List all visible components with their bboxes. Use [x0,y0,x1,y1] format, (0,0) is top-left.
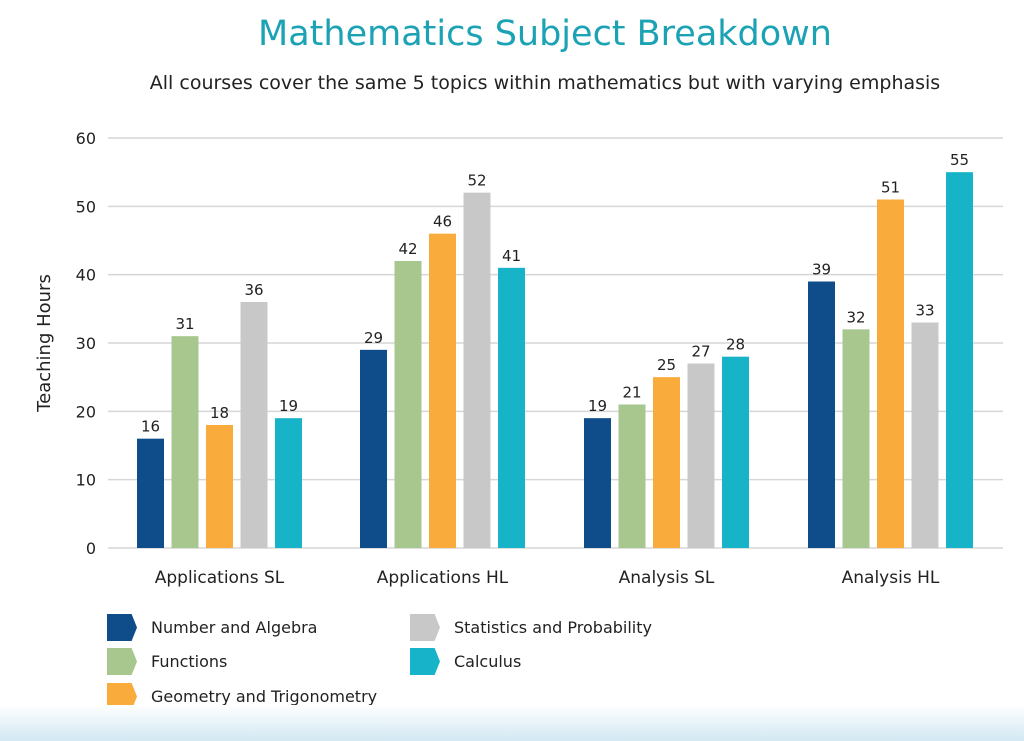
bar-chart: 0 10 20 30 40 50 60 16 31 18 36 19 Applications SL 29… [34,129,1003,588]
bar [808,281,835,548]
legend-item: Number and Algebra [107,614,317,641]
chart-title: Mathematics Subject Breakdown [258,14,832,54]
data-label: 19 [588,397,607,415]
legend-label: Calculus [454,652,522,671]
data-label: 16 [141,418,160,436]
bar [275,418,302,548]
legend-label: Statistics and Probability [454,618,652,637]
bar [618,404,646,548]
legend-item: Statistics and Probability [410,614,652,641]
bar [137,438,164,548]
bar [946,172,973,548]
y-tick-label: 50 [76,197,96,216]
bar [206,425,233,548]
bar [877,199,904,548]
data-label: 39 [812,261,831,279]
bar [911,322,939,548]
legend-swatch [410,614,440,641]
bar [584,418,611,548]
legend-swatch [107,648,137,675]
legend-label: Geometry and Trigonometry [151,687,378,706]
y-axis-label: Teaching Hours [34,274,55,413]
y-tick-label: 40 [76,266,96,285]
bar [240,302,268,548]
data-label: 32 [846,308,865,326]
x-tick-label: Analysis SL [619,568,715,588]
y-tick-label: 20 [76,402,96,421]
legend-label: Functions [151,652,228,671]
bar [687,363,715,548]
bar [653,377,680,548]
data-label: 33 [915,302,934,320]
legend-item: Calculus [410,648,521,675]
data-label: 27 [691,343,710,361]
legend-swatch [410,648,440,675]
data-label: 51 [881,179,900,197]
data-label: 18 [210,404,229,422]
legend-label: Number and Algebra [151,618,318,637]
bar [463,192,491,548]
legend-item: Functions [107,648,227,675]
bar [722,356,749,548]
bar [429,233,456,548]
data-label: 25 [657,356,676,374]
data-label: 21 [622,384,641,402]
bar [360,349,387,548]
bar [394,261,422,548]
x-tick-label: Applications HL [377,568,509,588]
data-label: 19 [279,397,298,415]
bar [842,329,870,548]
data-label: 41 [502,247,521,265]
y-tick-label: 30 [76,334,96,353]
data-label: 52 [467,172,486,190]
data-label: 55 [950,151,969,169]
bottom-strip [0,705,1024,741]
bar [498,267,525,548]
x-tick-label: Applications SL [155,568,285,588]
y-tick-label: 10 [76,471,96,490]
data-label: 31 [175,315,194,333]
y-tick-label: 60 [76,129,96,148]
data-label: 36 [244,281,263,299]
bar [171,336,199,548]
y-tick-label: 0 [86,539,96,558]
chart-subtitle: All courses cover the same 5 topics with… [149,72,941,94]
data-label: 29 [364,329,383,347]
x-tick-label: Analysis HL [842,568,940,588]
data-label: 28 [726,336,745,354]
data-label: 46 [433,213,452,231]
legend-swatch [107,614,137,641]
data-label: 42 [398,240,417,258]
